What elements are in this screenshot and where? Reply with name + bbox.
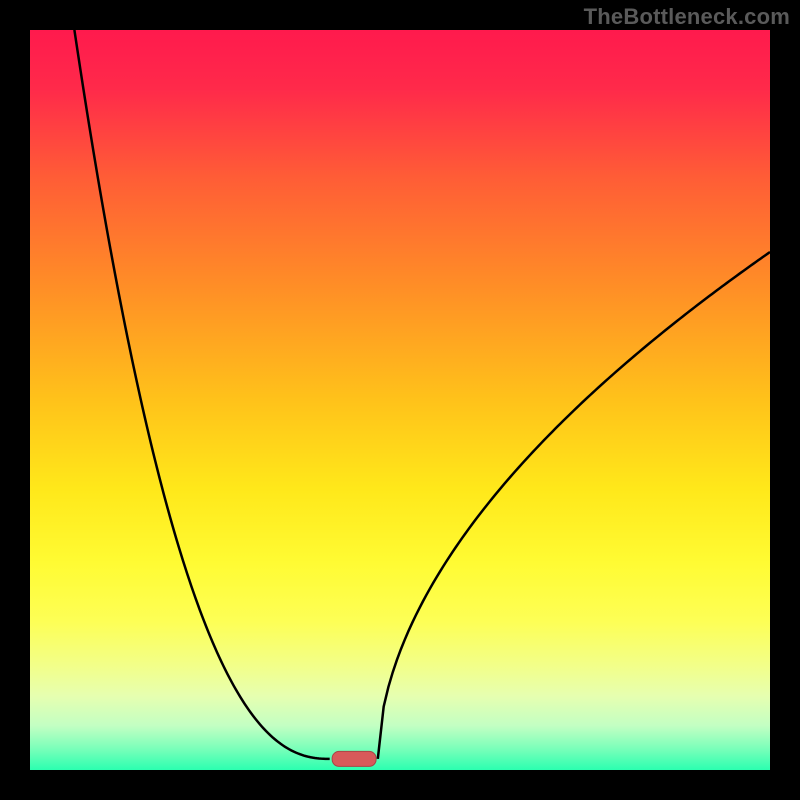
chart-container: TheBottleneck.com	[0, 0, 800, 800]
bottleneck-marker	[332, 751, 376, 766]
bottleneck-chart	[0, 0, 800, 800]
watermark-text: TheBottleneck.com	[584, 4, 790, 30]
